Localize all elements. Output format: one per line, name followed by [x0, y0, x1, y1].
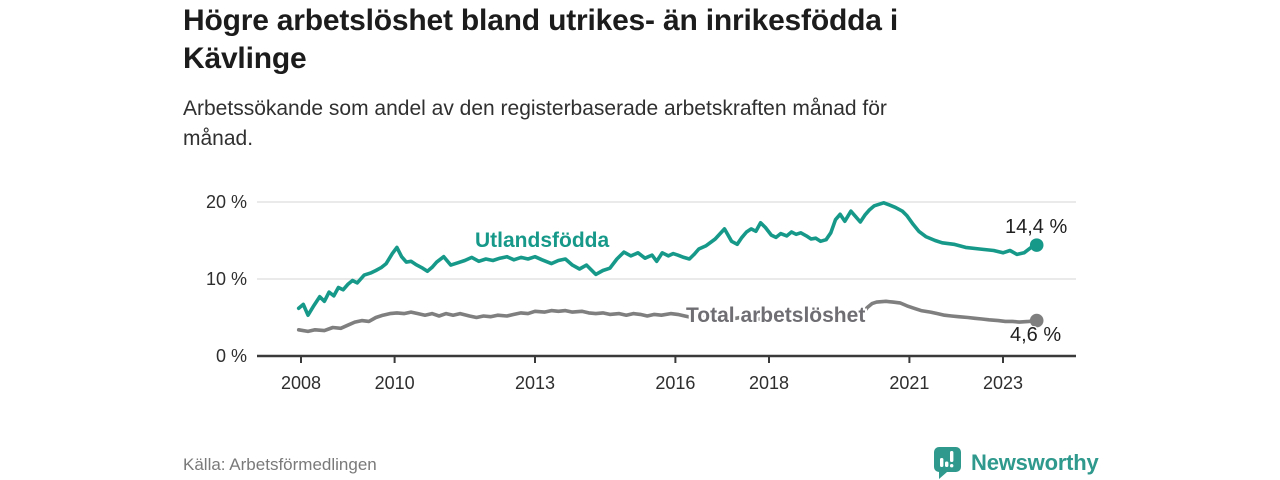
y-axis-tick-label: 20 % [206, 192, 247, 212]
series-label-utlandsfodda: Utlandsfödda [475, 229, 610, 252]
x-axis-tick-label: 2016 [655, 373, 695, 393]
brand-wordmark: Newsworthy [971, 449, 1099, 475]
series-line-utlandsfodda [296, 201, 1039, 318]
title-line-2: Kävlinge [183, 42, 307, 75]
x-axis-tick-label: 2023 [983, 373, 1023, 393]
y-axis-tick-label: 0 % [216, 346, 247, 366]
title-line-1: Högre arbetslöshet bland utrikes- än inr… [183, 4, 898, 37]
x-axis-tick-label: 2018 [749, 373, 789, 393]
x-axis-tick-label: 2013 [515, 373, 555, 393]
x-axis-tick-label: 2021 [889, 373, 929, 393]
chart-subtitle: Arbetssökande som andel av den registerb… [183, 94, 1043, 154]
subtitle-line-1: Arbetssökande som andel av den registerb… [183, 97, 887, 120]
series-end-dot [1029, 238, 1044, 252]
page-title: Högre arbetslöshet bland utrikes- än inr… [183, 2, 1088, 78]
x-axis-tick-label: 2008 [281, 373, 321, 393]
end-value-label-utlandsfodda: 14,4 % [1005, 216, 1068, 238]
source-attribution: Källa: Arbetsförmedlingen [183, 455, 377, 474]
series-label-total-arbetsloshet: Total arbetslöshet [686, 304, 866, 327]
y-axis-tick-label: 10 % [206, 269, 247, 289]
end-value-label-total: 4,6 % [1010, 324, 1062, 346]
series-end-dot [1029, 313, 1044, 328]
series-line-total [296, 299, 1039, 334]
subtitle-line-2: månad. [183, 127, 254, 150]
newsworthy-logo: Newsworthy [933, 446, 1099, 479]
x-axis-tick-label: 2010 [375, 373, 415, 393]
newsworthy-bar-chart-icon [934, 447, 961, 479]
